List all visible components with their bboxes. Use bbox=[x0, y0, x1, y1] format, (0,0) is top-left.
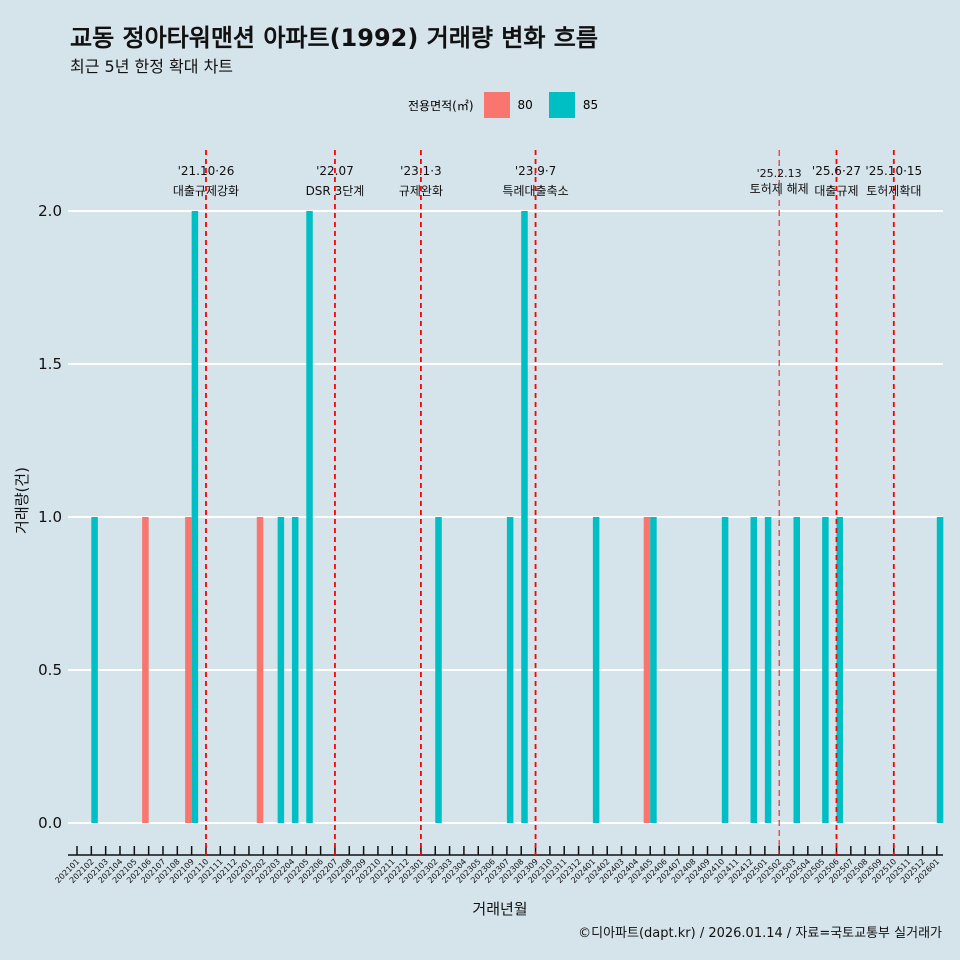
bar-80 bbox=[256, 517, 264, 823]
bar-85 bbox=[277, 517, 285, 823]
caption: ©디아파트(dapt.kr) / 2026.01.14 / 자료=국토교통부 실… bbox=[578, 926, 942, 941]
annotation-label: 특례대출축소 bbox=[502, 184, 568, 198]
bar-85 bbox=[750, 517, 758, 823]
annotation-date: '25.6·27 bbox=[812, 164, 861, 178]
bar-85 bbox=[822, 517, 829, 823]
legend-swatch-85 bbox=[548, 92, 575, 118]
legend-label-85: 85 bbox=[582, 98, 599, 112]
bar-80 bbox=[643, 517, 651, 823]
bar-85 bbox=[836, 517, 843, 823]
annotation-label: 대출규제강화 bbox=[173, 184, 239, 198]
bar-80 bbox=[142, 517, 149, 823]
annotation-label: DSR 3단계 bbox=[306, 184, 365, 198]
annotation-date: '21.10·26 bbox=[178, 164, 235, 178]
x-axis-title: 거래년월 bbox=[472, 900, 528, 918]
legend: 전용면적(㎡) 80 85 bbox=[408, 92, 598, 118]
bar-85 bbox=[936, 517, 944, 823]
bar-85 bbox=[721, 517, 729, 823]
y-axis-title: 거래량(건) bbox=[12, 467, 31, 534]
y-tick-label: 0.0 bbox=[38, 814, 62, 832]
y-tick-label: 0.5 bbox=[38, 661, 62, 679]
y-tick-label: 1.0 bbox=[38, 508, 62, 526]
annotation-date: '25.2.13 bbox=[757, 167, 802, 180]
annotation-date: '25.10·15 bbox=[865, 164, 922, 178]
chart-subtitle: 최근 5년 한정 확대 차트 bbox=[70, 57, 234, 76]
legend-label-80: 80 bbox=[517, 98, 533, 112]
bar-85 bbox=[306, 211, 313, 823]
annotation-label: 토허제확대 bbox=[866, 184, 921, 198]
bar-85 bbox=[191, 211, 199, 823]
bar-85 bbox=[506, 517, 514, 823]
legend-swatch-80 bbox=[483, 92, 510, 118]
annotation-label: 대출규제 bbox=[814, 184, 858, 198]
annotation-label: 규제완화 bbox=[399, 184, 443, 198]
bar-80 bbox=[185, 517, 192, 823]
bar-85 bbox=[650, 517, 657, 823]
annotation-label: 토허제 해제 bbox=[750, 182, 809, 196]
y-tick-label: 2.0 bbox=[38, 202, 62, 220]
annotation-date: '23.9·7 bbox=[515, 164, 556, 178]
bar-85 bbox=[764, 517, 772, 823]
bar-85 bbox=[521, 211, 528, 823]
chart-title: 교동 정아타워맨션 아파트(1992) 거래량 변화 흐름 bbox=[70, 24, 598, 52]
bar-85 bbox=[435, 517, 442, 823]
y-tick-label: 1.5 bbox=[38, 355, 62, 373]
annotation-date: '23.1·3 bbox=[400, 164, 441, 178]
bar-85 bbox=[91, 517, 98, 823]
annotation-date: '22.07 bbox=[316, 164, 354, 178]
bar-85 bbox=[592, 517, 600, 823]
legend-title: 전용면적(㎡) bbox=[408, 98, 474, 113]
bar-85 bbox=[291, 517, 299, 823]
bar-85 bbox=[793, 517, 800, 823]
